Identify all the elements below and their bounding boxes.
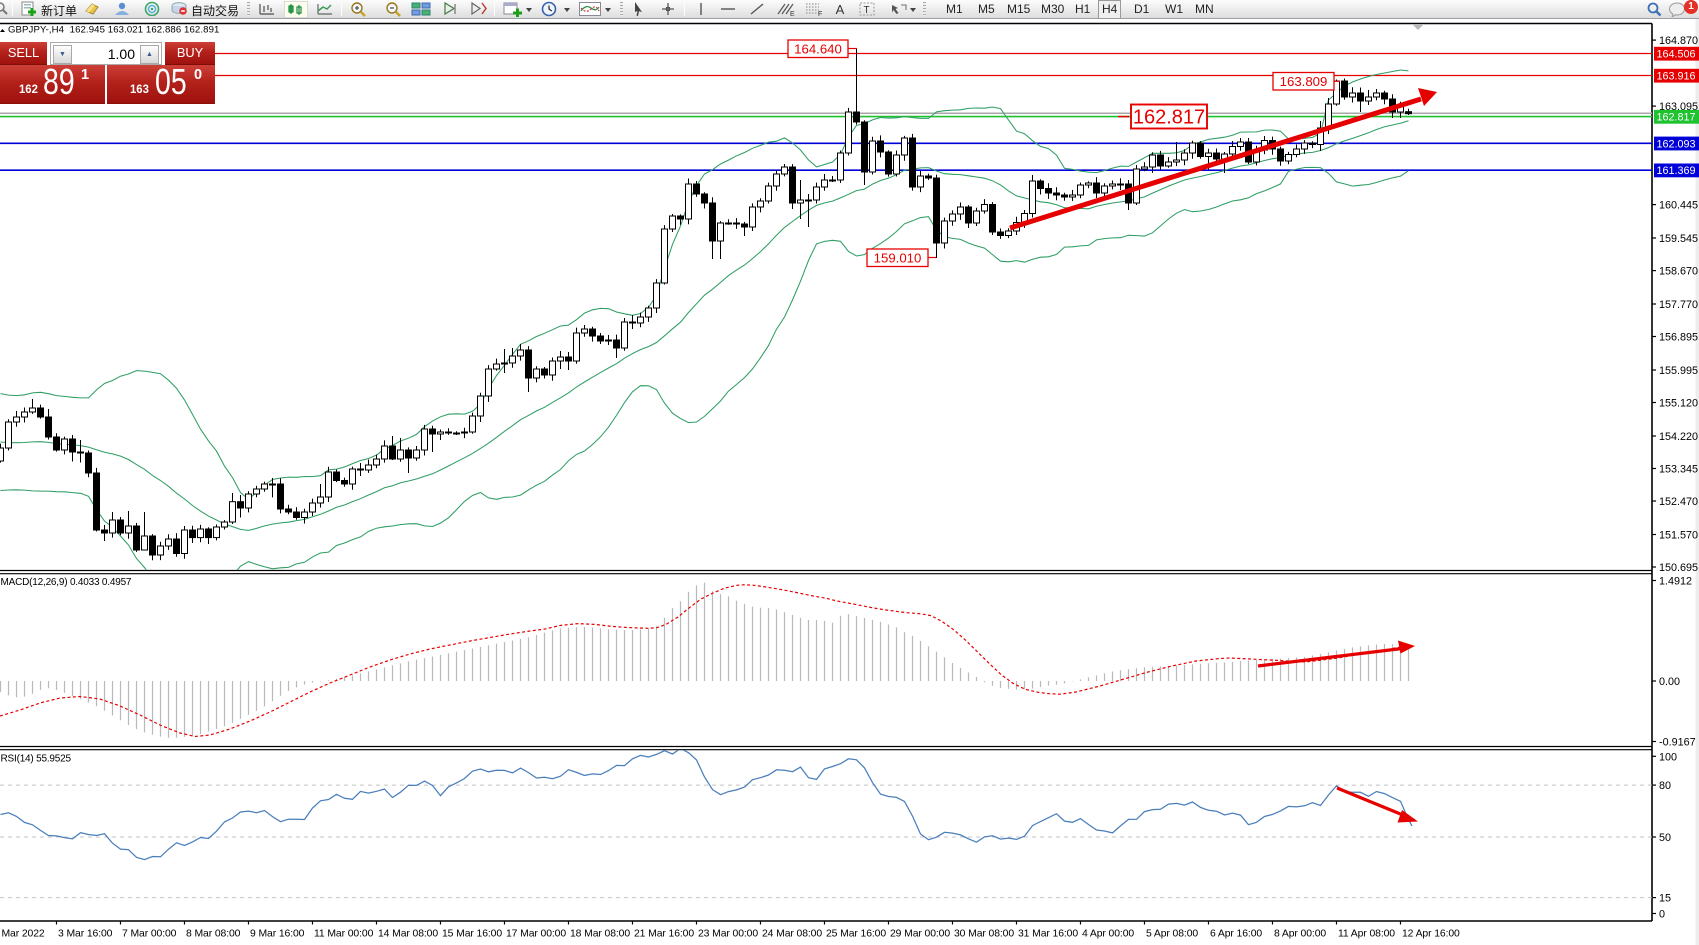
svg-text:154.220: 154.220 xyxy=(1659,431,1698,443)
svg-text:163.916: 163.916 xyxy=(1657,71,1696,83)
svg-text:23 Mar 00:00: 23 Mar 00:00 xyxy=(698,929,758,940)
svg-text:155.995: 155.995 xyxy=(1659,365,1698,377)
svg-text:GBPJPY-,H4 162.945 163.021 16: GBPJPY-,H4 162.945 163.021 162.886 162.8… xyxy=(8,25,219,36)
svg-text:-0.9167: -0.9167 xyxy=(1659,737,1696,749)
svg-text:31 Mar 16:00: 31 Mar 16:00 xyxy=(1018,929,1078,940)
svg-text:164.506: 164.506 xyxy=(1657,49,1696,61)
svg-text:163.809: 163.809 xyxy=(1280,74,1328,89)
svg-text:25 Mar 16:00: 25 Mar 16:00 xyxy=(826,929,886,940)
svg-text:0: 0 xyxy=(1659,909,1665,921)
svg-text:3 Mar 16:00: 3 Mar 16:00 xyxy=(58,929,113,940)
svg-text:153.345: 153.345 xyxy=(1659,464,1698,476)
svg-text:12 Apr 16:00: 12 Apr 16:00 xyxy=(1402,929,1460,940)
svg-text:155.120: 155.120 xyxy=(1659,398,1698,410)
svg-text:158.670: 158.670 xyxy=(1659,266,1698,278)
svg-text:11 Mar 00:00: 11 Mar 00:00 xyxy=(314,929,374,940)
svg-text:162.817: 162.817 xyxy=(1657,112,1696,124)
svg-text:7 Mar 00:00: 7 Mar 00:00 xyxy=(122,929,177,940)
svg-text:RSI(14) 55.9525: RSI(14) 55.9525 xyxy=(1,754,72,765)
svg-text:162.093: 162.093 xyxy=(1657,138,1696,150)
svg-text:157.770: 157.770 xyxy=(1659,299,1698,311)
svg-text:151.570: 151.570 xyxy=(1659,530,1698,542)
svg-text:15: 15 xyxy=(1659,893,1671,905)
svg-text:Mar 2022: Mar 2022 xyxy=(2,929,45,940)
svg-text:29 Mar 00:00: 29 Mar 00:00 xyxy=(890,929,950,940)
svg-text:156.895: 156.895 xyxy=(1659,332,1698,344)
svg-text:4 Apr 00:00: 4 Apr 00:00 xyxy=(1082,929,1134,940)
svg-text:162.817: 162.817 xyxy=(1133,107,1205,129)
svg-text:159.545: 159.545 xyxy=(1659,233,1698,245)
svg-text:11 Apr 08:00: 11 Apr 08:00 xyxy=(1338,929,1395,940)
svg-text:159.010: 159.010 xyxy=(874,251,922,266)
svg-text:E: E xyxy=(790,11,795,17)
svg-text:80: 80 xyxy=(1659,780,1671,792)
svg-text:150.695: 150.695 xyxy=(1659,562,1698,574)
svg-text:17 Mar 00:00: 17 Mar 00:00 xyxy=(506,929,566,940)
svg-text:50: 50 xyxy=(1659,832,1671,844)
svg-text:24 Mar 08:00: 24 Mar 08:00 xyxy=(762,929,822,940)
svg-text:5 Apr 08:00: 5 Apr 08:00 xyxy=(1146,929,1198,940)
svg-text:161.369: 161.369 xyxy=(1657,165,1696,177)
svg-text:18 Mar 08:00: 18 Mar 08:00 xyxy=(570,929,630,940)
svg-text:9 Mar 16:00: 9 Mar 16:00 xyxy=(250,929,305,940)
svg-text:100: 100 xyxy=(1659,751,1677,763)
svg-text:14 Mar 08:00: 14 Mar 08:00 xyxy=(378,929,438,940)
svg-text:8 Mar 08:00: 8 Mar 08:00 xyxy=(186,929,241,940)
svg-text:T: T xyxy=(864,5,870,16)
svg-text:15 Mar 16:00: 15 Mar 16:00 xyxy=(442,929,502,940)
svg-text:160.445: 160.445 xyxy=(1659,200,1698,212)
svg-text:164.640: 164.640 xyxy=(794,42,842,57)
svg-text:F: F xyxy=(818,11,822,17)
svg-text:0.00: 0.00 xyxy=(1659,676,1680,688)
svg-text:152.470: 152.470 xyxy=(1659,496,1698,508)
svg-text:1.4912: 1.4912 xyxy=(1659,576,1692,588)
svg-text:164.870: 164.870 xyxy=(1659,35,1698,47)
svg-text:MACD(12,26,9) 0.4033 0.4957: MACD(12,26,9) 0.4033 0.4957 xyxy=(1,577,132,588)
svg-text:21 Mar 16:00: 21 Mar 16:00 xyxy=(634,929,694,940)
svg-text:6 Apr 16:00: 6 Apr 16:00 xyxy=(1210,929,1262,940)
svg-text:8 Apr 00:00: 8 Apr 00:00 xyxy=(1274,929,1326,940)
svg-text:30 Mar 08:00: 30 Mar 08:00 xyxy=(954,929,1014,940)
